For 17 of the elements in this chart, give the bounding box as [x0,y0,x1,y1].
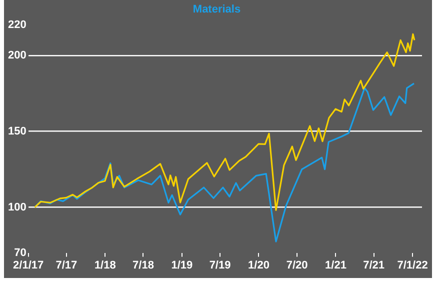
y-tick-label: 220 [8,19,26,32]
y-tick-label: 200 [8,49,26,62]
x-tick-label: 7/21 [363,259,385,272]
x-tick-label: 1/21 [325,259,346,272]
x-tick-label: 7/1/22 [397,259,428,272]
y-tick-label: 70 [14,246,26,259]
x-tick-label: 1/18 [94,259,116,272]
x-tick-label: 1/19 [171,259,193,272]
x-tick-label: 7/19 [209,259,231,272]
x-tick-label: 2/1/17 [13,259,44,272]
x-tick-label: 7/18 [132,259,154,272]
x-tick-label: 1/20 [248,259,270,272]
x-tick-label: 7/17 [56,259,78,272]
text: Materials [192,4,241,16]
x-tick-label: 7/20 [286,259,308,272]
y-tick-label: 150 [8,125,26,138]
y-tick-label: 100 [8,201,26,214]
